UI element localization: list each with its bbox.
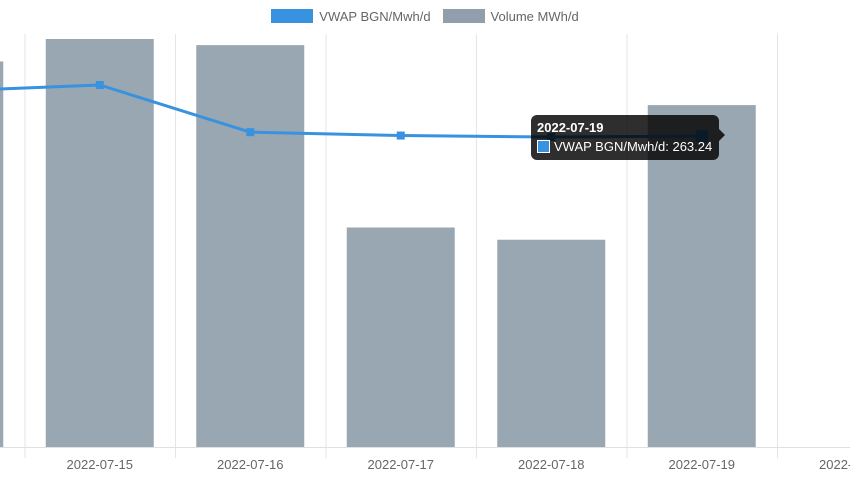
tooltip-label: VWAP BGN/Mwh/d: 263.24 [554,139,713,154]
volume-bar [346,227,455,447]
volume-bar [647,105,756,447]
vwap-point [246,128,255,137]
volume-bar [45,39,154,447]
tooltip-row: VWAP BGN/Mwh/d: 263.24 [537,139,713,154]
x-tick-label: 2022-07-15 [67,457,134,472]
legend-label-vwap: VWAP BGN/Mwh/d [319,8,431,24]
tooltip: 2022-07-19 VWAP BGN/Mwh/d: 263.24 [531,115,725,160]
volume-bar [497,239,606,447]
legend: VWAP BGN/Mwh/d Volume MWh/d [0,7,850,25]
vwap-point [95,81,104,89]
legend-swatch-volume [442,9,485,23]
vwap-point [396,131,405,140]
x-tick-label: 2022-07-17 [368,457,435,472]
legend-label-volume: Volume MWh/d [490,8,579,24]
legend-swatch-vwap [271,9,314,23]
x-tick-label: 2022-07-19 [669,457,736,472]
tooltip-caret [719,129,725,141]
tooltip-title: 2022-07-19 [537,120,604,135]
x-tick-label: 2022-07-16 [217,457,284,472]
grid-lines [0,34,850,458]
x-tick-label: 2022-07-20 [819,457,850,472]
legend-item-volume[interactable]: Volume MWh/d [442,7,579,25]
x-tick-label: 2022-07-18 [518,457,585,472]
volume-bar [196,45,305,448]
x-axis-ticks: 2022-07-142022-07-152022-07-162022-07-17… [67,457,850,472]
volume-bar [0,61,4,447]
legend-item-vwap[interactable]: VWAP BGN/Mwh/d [271,7,431,25]
tooltip-swatch [537,140,550,153]
volume-bars [0,39,756,448]
